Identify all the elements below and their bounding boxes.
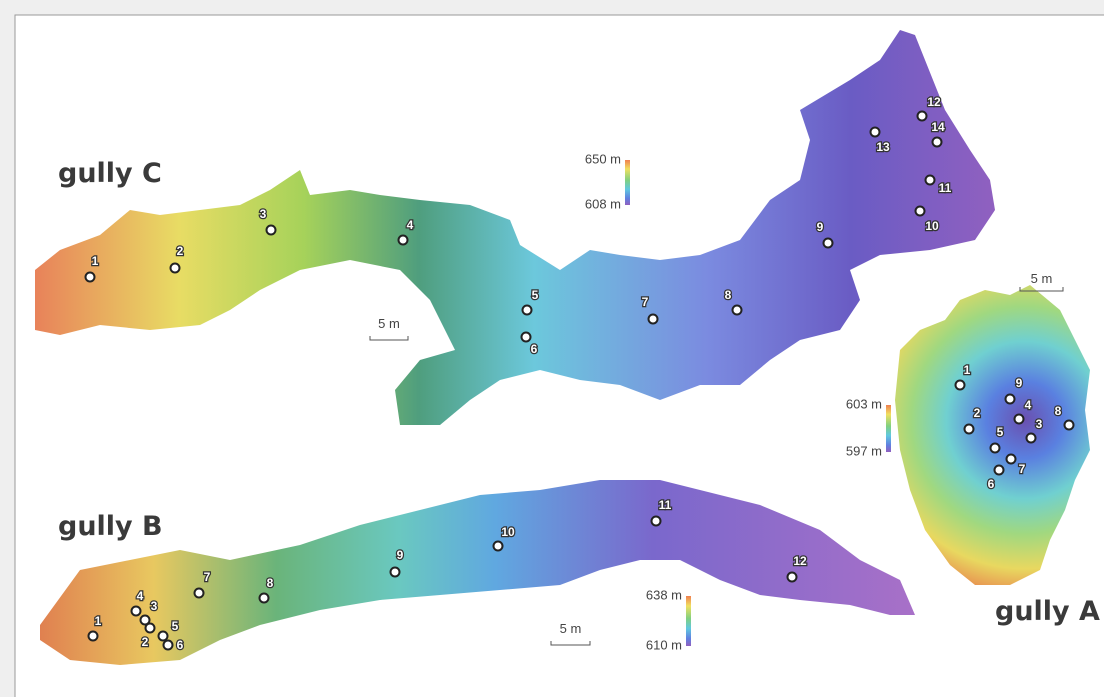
point-label: 3 [260,207,267,221]
legend-min: 597 m [846,443,882,458]
point-label: 7 [642,295,649,309]
scale-bar [1019,287,1064,292]
gully-a-terrain [895,285,1090,585]
sample-point [650,515,662,527]
scale-label: 5 m [560,621,582,636]
point-label: 5 [172,619,179,633]
point-label: 2 [177,244,184,258]
gully-title: gully B [58,511,163,542]
sample-point [924,174,936,186]
sample-point [521,304,533,316]
sample-point [162,639,174,651]
scale-bar [369,336,409,341]
point-label: 12 [793,554,807,568]
sample-point [130,605,142,617]
sample-point [144,622,156,634]
sample-point [1004,393,1016,405]
sample-point [931,136,943,148]
legend-max: 650 m [585,151,621,166]
gully-title: gully C [58,158,162,189]
point-label: 14 [931,120,945,134]
sample-point [157,630,169,642]
sample-point [397,234,409,246]
point-label: 6 [177,638,184,652]
sample-point [1013,413,1025,425]
point-label: 8 [1055,404,1062,418]
legend-min: 608 m [585,196,621,211]
point-label: 8 [725,288,732,302]
sample-point [169,262,181,274]
point-label: 10 [925,219,939,233]
point-label: 7 [204,570,211,584]
point-label: 4 [137,589,144,603]
sample-point [265,224,277,236]
sample-point [1025,432,1037,444]
gully-b-terrain [40,480,915,665]
point-label: 8 [267,576,274,590]
legend-max: 638 m [646,587,682,602]
point-label: 3 [1036,417,1043,431]
point-label: 12 [927,95,941,109]
sample-point [492,540,504,552]
point-label: 2 [142,635,149,649]
gully-title: gully A [995,596,1100,627]
sample-point [1063,419,1075,431]
sample-point [822,237,834,249]
sample-point [916,110,928,122]
sample-point [193,587,205,599]
sample-point [1005,453,1017,465]
sample-point [87,630,99,642]
scale-label: 5 m [1031,271,1053,286]
point-label: 1 [964,363,971,377]
point-label: 6 [988,477,995,491]
point-label: 1 [92,254,99,268]
sample-point [520,331,532,343]
point-label: 4 [407,218,414,232]
sample-point [139,614,151,626]
legend-bar [886,405,891,452]
point-label: 13 [876,140,890,154]
point-label: 1 [95,614,102,628]
point-label: 4 [1025,398,1032,412]
point-label: 9 [817,220,824,234]
legend-min: 610 m [646,637,682,652]
sample-point [786,571,798,583]
legend-max: 603 m [846,396,882,411]
sample-point [989,442,1001,454]
legend-bar [625,160,630,205]
sample-point [914,205,926,217]
point-label: 7 [1019,462,1026,476]
legend-bar [686,596,691,646]
sample-point [869,126,881,138]
sample-point [647,313,659,325]
point-label: 5 [532,288,539,302]
point-label: 11 [939,181,952,195]
point-label: 9 [1016,376,1023,390]
point-label: 11 [659,498,672,512]
point-label: 2 [974,406,981,420]
point-label: 10 [501,525,515,539]
point-label: 6 [531,342,538,356]
scale-bar [550,641,591,646]
point-label: 9 [397,548,404,562]
gully-c-terrain [35,30,995,425]
scale-label: 5 m [378,316,400,331]
sample-point [258,592,270,604]
sample-point [84,271,96,283]
point-label: 5 [997,425,1004,439]
sample-point [963,423,975,435]
sample-point [954,379,966,391]
point-label: 3 [151,599,158,613]
sample-point [389,566,401,578]
sample-point [993,464,1005,476]
sample-point [731,304,743,316]
